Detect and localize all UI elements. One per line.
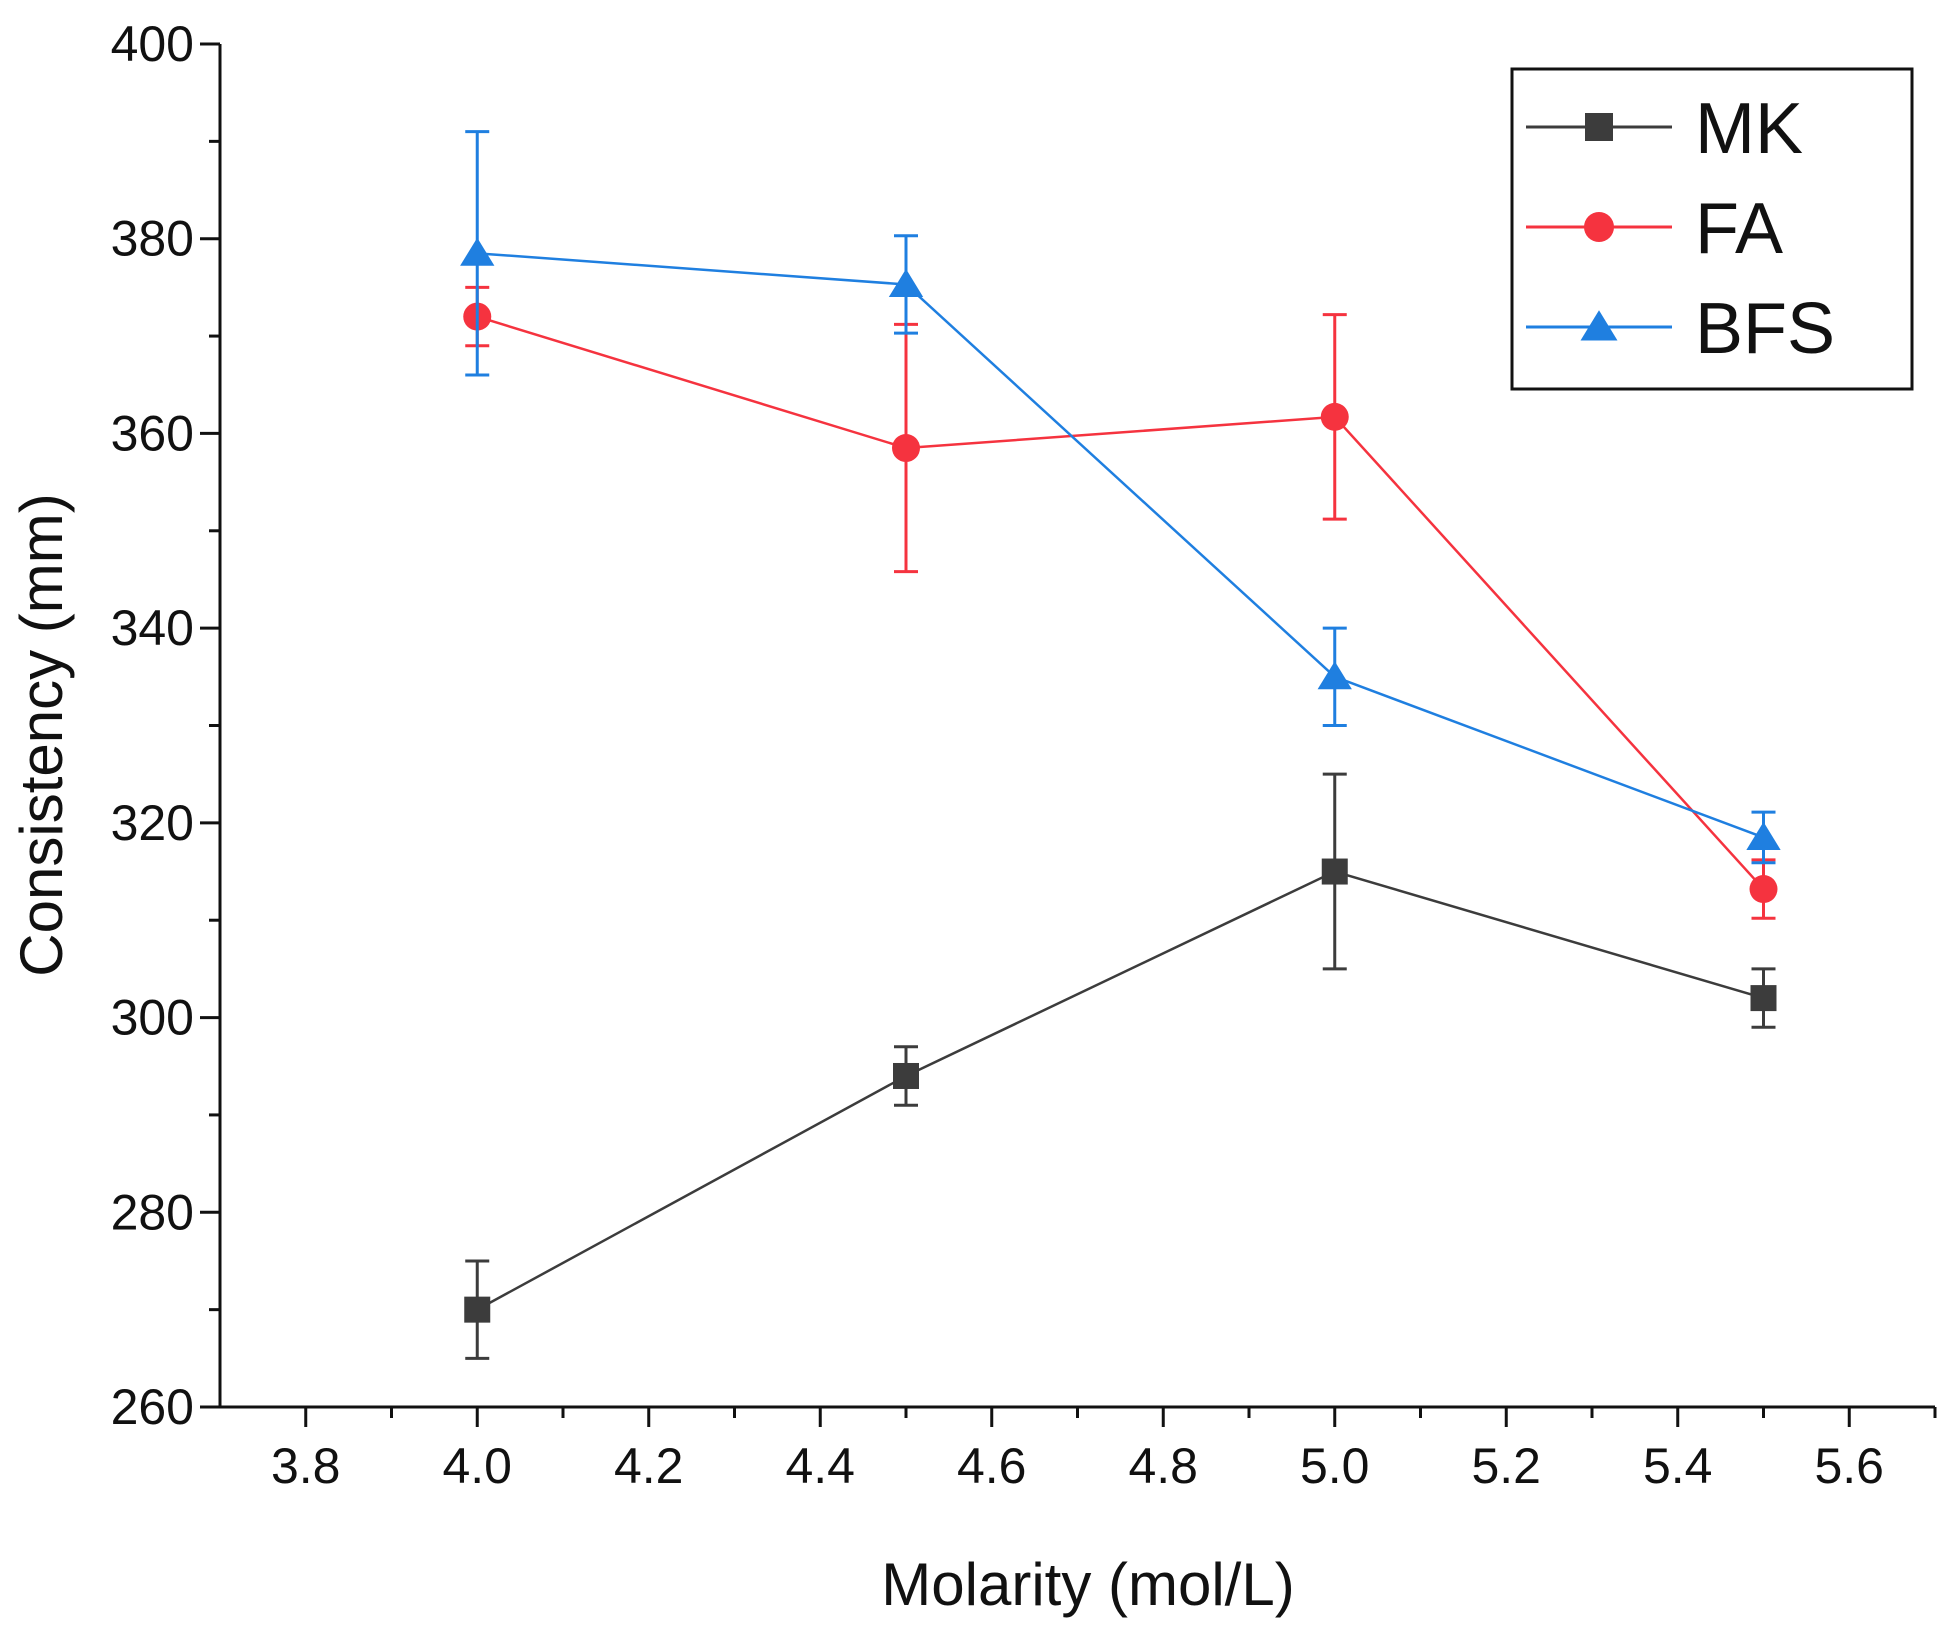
x-tick-label: 5.2 [1471, 1438, 1541, 1494]
x-tick-label: 4.0 [442, 1438, 512, 1494]
y-axis-title: Consistency (mm) [8, 493, 75, 976]
mk-data-point [1750, 985, 1777, 1012]
fa-series-line [476, 315, 1765, 890]
legend-marker-mk [1585, 113, 1613, 141]
y-tick-label: 380 [111, 211, 194, 267]
x-axis-title: Molarity (mol/L) [881, 1551, 1294, 1618]
legend: MK FA BFS [1510, 67, 1914, 391]
legend-label-bfs: BFS [1695, 289, 1835, 369]
mk-series-line [476, 870, 1764, 1311]
legend-label-mk: MK [1695, 89, 1803, 169]
mk-data-point [1321, 858, 1348, 885]
series-layer [460, 130, 1781, 1360]
bfs-data-point [1746, 821, 1781, 850]
bfs-data-point [1317, 661, 1352, 690]
fa-data-point [892, 434, 920, 463]
legend-marker-bfs [1580, 310, 1618, 341]
bfs-data-point [888, 268, 924, 297]
bfs-data-point [460, 237, 495, 266]
y-tick-label: 340 [111, 600, 194, 656]
y-tick-label: 400 [111, 16, 194, 72]
bfs-series-line [477, 252, 1764, 839]
x-tick-label: 4.6 [957, 1438, 1027, 1494]
mk-data-point [893, 1062, 919, 1089]
y-tick-label: 300 [111, 990, 194, 1046]
series-mk [464, 772, 1777, 1360]
x-tick-label: 3.8 [271, 1438, 341, 1494]
legend-marker-fa [1584, 212, 1614, 242]
y-tick-label: 280 [111, 1184, 194, 1240]
x-tick-label: 5.0 [1300, 1438, 1370, 1494]
legend-label-fa: FA [1695, 189, 1783, 269]
fa-data-point [1320, 402, 1349, 431]
x-tick-label: 4.2 [614, 1438, 684, 1494]
y-tick-label: 260 [111, 1379, 194, 1435]
y-tick-label: 320 [111, 795, 194, 851]
x-tick-label: 4.4 [785, 1438, 855, 1494]
y-tick-label: 360 [111, 405, 194, 461]
axes: 3.8 4.0 4.2 4.4 4.6 4.8 5.0 5.2 5.4 5.6 260 280 300 3… [111, 16, 1937, 1494]
x-tick-label: 5.6 [1814, 1438, 1884, 1494]
legend-box [1510, 67, 1914, 391]
fa-data-point [1749, 875, 1778, 904]
mk-data-point [464, 1296, 491, 1323]
x-tick-label: 4.8 [1128, 1438, 1198, 1494]
series-bfs [460, 130, 1781, 865]
x-tick-label: 5.4 [1643, 1438, 1713, 1494]
